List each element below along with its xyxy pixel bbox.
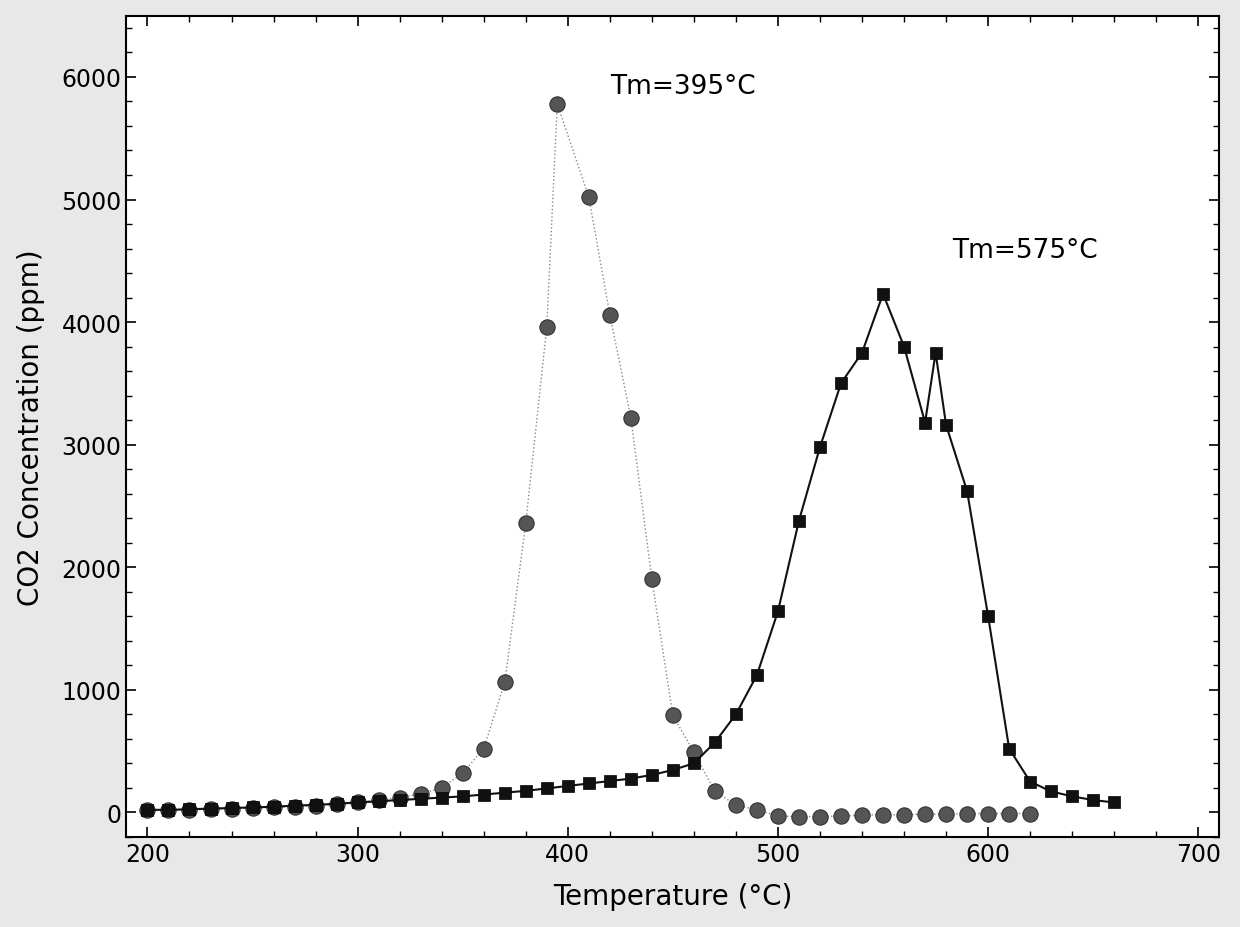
Y-axis label: CO2 Concentration (ppm): CO2 Concentration (ppm) <box>16 248 45 605</box>
Text: Tm=575°C: Tm=575°C <box>952 238 1099 264</box>
X-axis label: Temperature (°C): Temperature (°C) <box>553 883 792 910</box>
Text: Tm=395°C: Tm=395°C <box>610 74 755 100</box>
